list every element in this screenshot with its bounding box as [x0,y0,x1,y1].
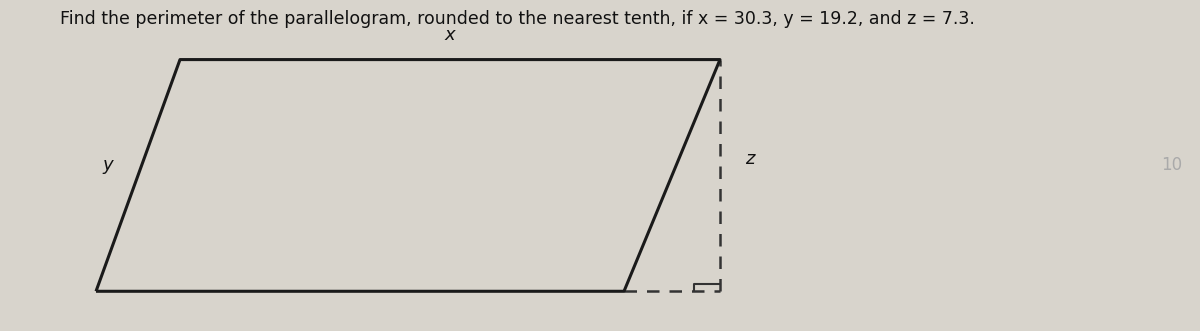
Text: y: y [103,157,113,174]
Text: 10: 10 [1160,157,1182,174]
Text: x: x [445,26,455,44]
Text: z: z [745,150,755,168]
Text: Find the perimeter of the parallelogram, rounded to the nearest tenth, if x = 30: Find the perimeter of the parallelogram,… [60,10,974,28]
